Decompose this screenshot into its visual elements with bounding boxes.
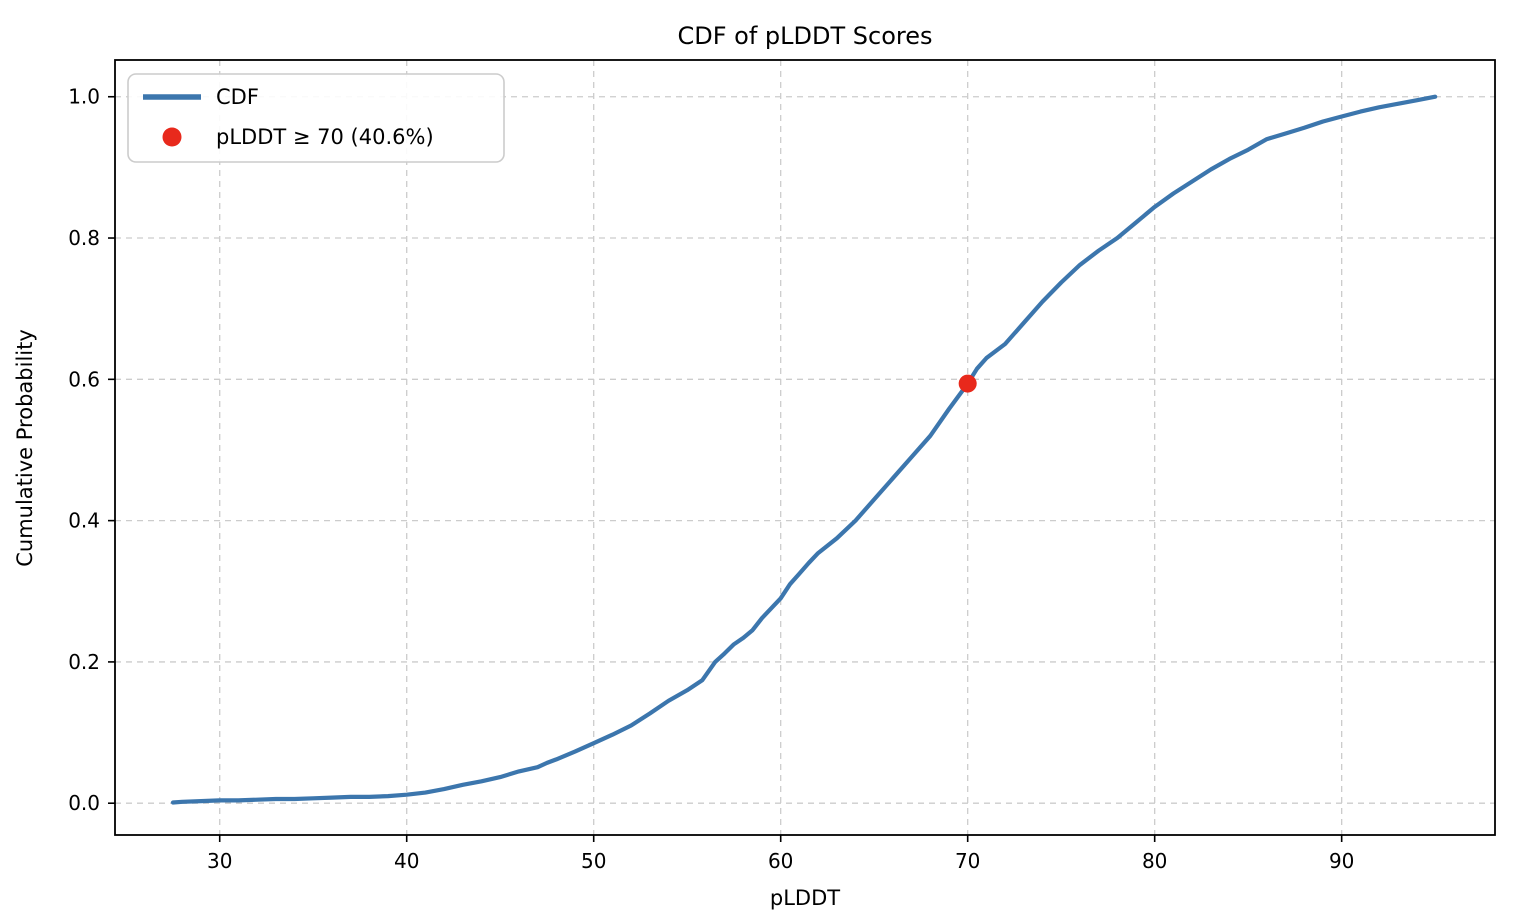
chart-title: CDF of pLDDT Scores [677, 22, 932, 50]
x-tick-label: 90 [1329, 849, 1354, 873]
x-tick-label: 70 [955, 849, 980, 873]
axis-ticks: 30 40 50 60 70 80 90 0.0 0.2 0.4 0.6 0.8 1.0 [68, 85, 1354, 873]
y-axis-label: Cumulative Probability [13, 329, 37, 567]
y-tick-label: 0.8 [68, 226, 100, 250]
x-tick-label: 80 [1142, 849, 1167, 873]
legend [127, 73, 505, 163]
cdf-line [170, 94, 1438, 805]
y-tick-label: 0.0 [68, 791, 100, 815]
x-axis-label: pLDDT [770, 886, 840, 910]
y-tick-label: 0.2 [68, 650, 100, 674]
x-tick-label: 60 [768, 849, 793, 873]
legend-label-cdf: CDF [216, 85, 259, 109]
grid-lines [115, 60, 1495, 835]
y-tick-label: 1.0 [68, 85, 100, 109]
legend-label-threshold: pLDDT ≥ 70 (40.6%) [216, 125, 434, 149]
y-tick-label: 0.6 [68, 367, 100, 391]
x-tick-label: 50 [581, 849, 606, 873]
plot-border [114, 59, 1496, 836]
x-tick-label: 30 [207, 849, 232, 873]
legend-box [127, 73, 505, 163]
axes-spines [114, 59, 1496, 836]
legend-dot-swatch [162, 127, 182, 147]
x-tick-label: 40 [394, 849, 419, 873]
threshold-marker-dot [958, 374, 977, 393]
cdf-curve-layer [170, 94, 1438, 805]
y-tick-label: 0.4 [68, 509, 100, 533]
